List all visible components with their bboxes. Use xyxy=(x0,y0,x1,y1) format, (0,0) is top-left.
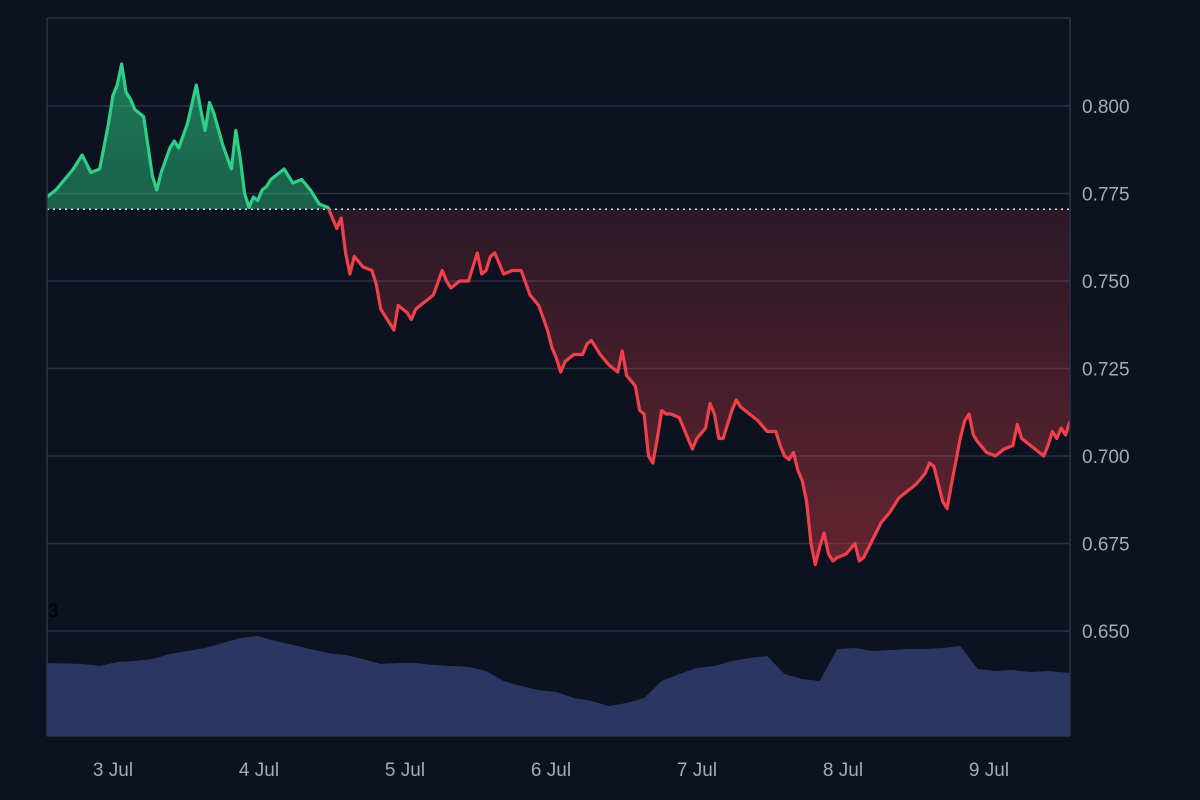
x-tick-label: 3 Jul xyxy=(93,760,133,781)
y-tick-label: 0.725 xyxy=(1082,360,1130,381)
x-tick-label: 7 Jul xyxy=(677,760,717,781)
y-tick-label: 0.775 xyxy=(1082,185,1130,206)
x-tick-label: 5 Jul xyxy=(385,760,425,781)
volume-area xyxy=(47,636,1070,736)
y-tick-label: 0.650 xyxy=(1082,622,1130,643)
x-axis-ticks: 3 Jul 4 Jul 5 Jul 6 Jul 7 Jul 8 Jul 9 Jul xyxy=(93,760,1009,781)
y-tick-label: 0.750 xyxy=(1082,272,1130,293)
y-tick-label: 0.675 xyxy=(1082,535,1130,556)
price-line-above xyxy=(47,62,331,210)
x-tick-label: 8 Jul xyxy=(823,760,863,781)
x-tick-label: 6 Jul xyxy=(531,760,571,781)
price-line-below xyxy=(326,209,1070,567)
price-line xyxy=(47,62,1070,567)
price-fill-above xyxy=(47,64,1070,210)
volume-scale-label: 3 xyxy=(48,601,58,621)
plot-frame xyxy=(46,17,1071,737)
x-tick-label: 9 Jul xyxy=(969,760,1009,781)
x-tick-label: 4 Jul xyxy=(239,760,279,781)
y-axis-ticks: 0.800 0.775 0.750 0.725 0.700 0.675 0.650 xyxy=(1082,97,1130,643)
price-fill xyxy=(47,64,1070,565)
price-fill-below xyxy=(47,209,1070,565)
y-tick-label: 0.800 xyxy=(1082,97,1130,118)
y-tick-label: 0.700 xyxy=(1082,447,1130,468)
volume-fill xyxy=(47,636,1070,736)
